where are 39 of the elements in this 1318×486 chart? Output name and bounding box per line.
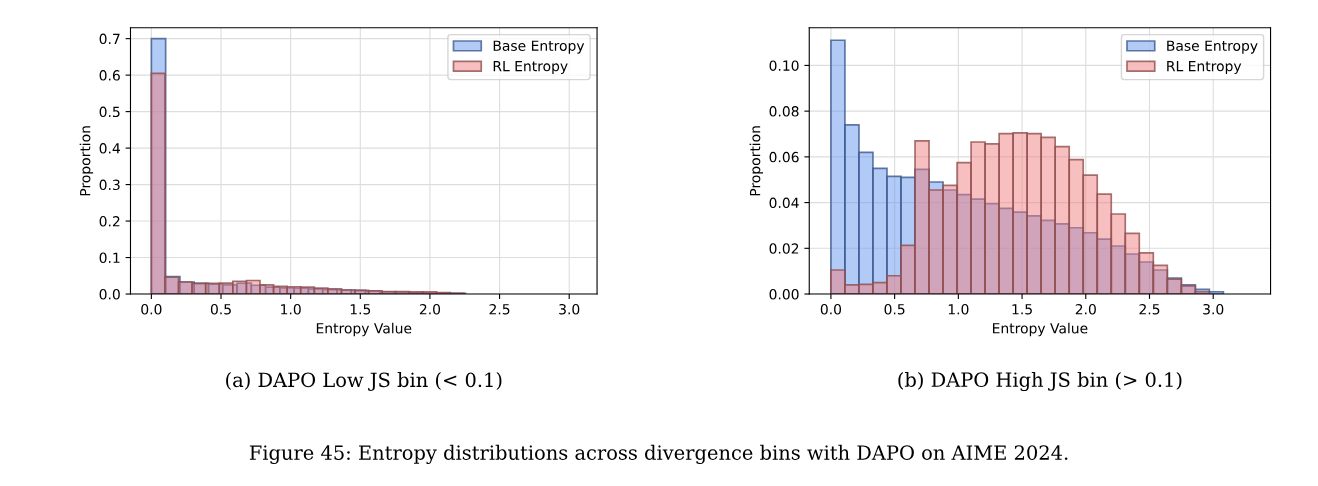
x-tick-label: 1.5 [1012,304,1032,315]
y-tick-label: 0.7 [99,33,120,45]
caption: Figure 45: Entropy distributions across divergence bins with DAPO on AIME 2024. [249,444,1068,464]
x-tick-label: 2.5 [1139,304,1160,315]
y-tick-label: 0.02 [769,243,799,254]
text: (a) DAPO Low JS bin (< 0.1) [226,372,502,391]
y-tick-label: 0.00 [769,289,799,300]
x-tick-label: 0.5 [884,304,905,315]
y-tick-label: 0.06 [769,151,799,163]
x-tick-label: 0.5 [210,304,231,315]
y-tick-label: 0.0 [99,289,120,300]
x-tick-label: 1.0 [281,304,301,315]
legend-label: Base Entropy [1167,40,1258,54]
legend-label: RL Entropy [493,61,568,75]
x-tick-label: 0.0 [820,304,842,315]
y-tick-label: 0.10 [769,60,799,71]
x-tick-label: 0.0 [141,304,162,315]
y-tick-label: 0.5 [99,106,120,118]
x-tick-label: 1.0 [948,304,969,315]
x-tick-label: 3.0 [1203,304,1224,315]
y-tick-label: 0.2 [99,216,120,227]
y-tick-label: 0.4 [99,143,120,154]
x-tick-label: 3.0 [559,304,580,315]
y-axis-title: Proportion [749,126,764,196]
x-axis-title: Entropy Value [316,322,412,337]
y-tick-label: 0.3 [99,179,120,191]
y-tick-label: 0.04 [769,197,799,209]
legend-label: Base Entropy [493,40,585,54]
y-tick-label: 0.6 [99,70,120,81]
x-tick-label: 1.5 [350,304,371,315]
y-tick-label: 0.08 [769,106,799,117]
x-tick-label: 2.0 [419,304,441,315]
x-tick-label: 2.5 [489,304,510,315]
y-axis-title: Proportion [79,126,94,196]
x-tick-label: 2.0 [1075,304,1096,315]
legend-label: RL Entropy [1167,61,1242,75]
y-tick-label: 0.1 [99,252,120,264]
text: (b) DAPO High JS bin (> 0.1) [898,371,1182,392]
x-axis-title: Entropy Value [993,322,1088,337]
